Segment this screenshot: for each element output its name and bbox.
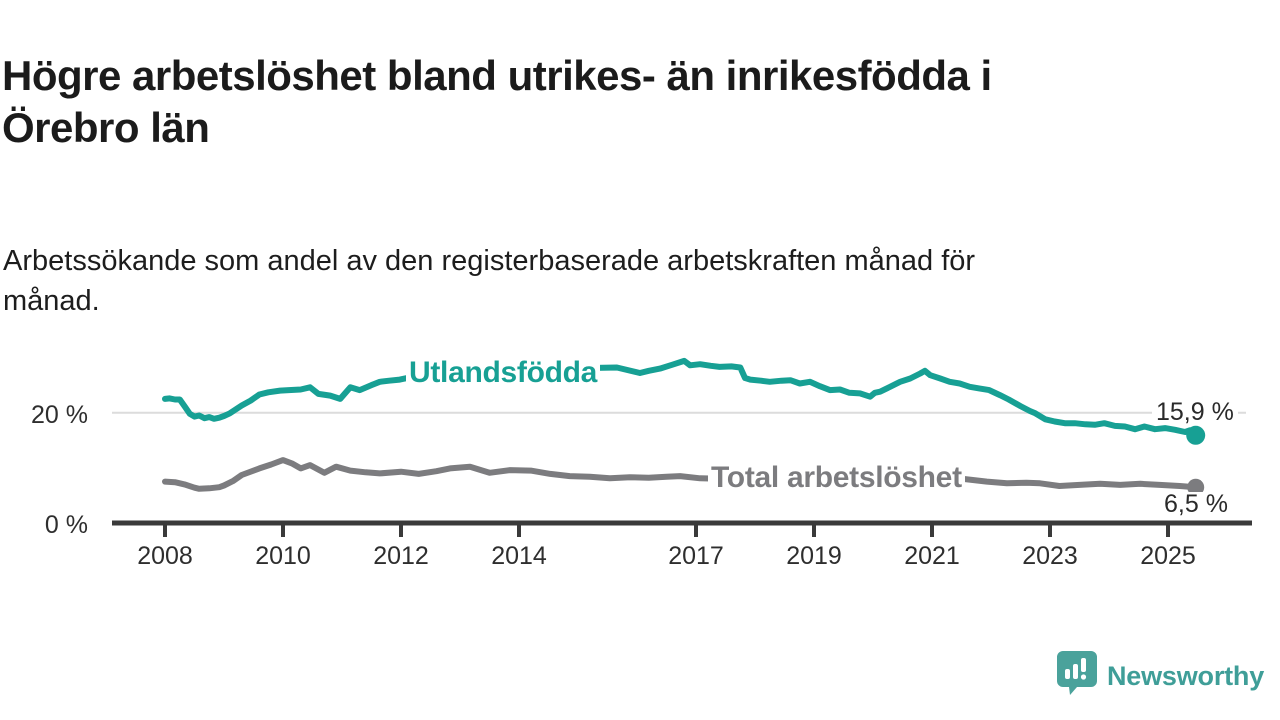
- newsworthy-logo[interactable]: Newsworthy: [1056, 650, 1264, 701]
- total-arbetsloshet-end-dot: [1187, 478, 1205, 496]
- x-tick-label-2021: 2021: [904, 542, 960, 570]
- page-title-line2: Örebro län: [2, 104, 210, 152]
- chart-subtitle-line1: Arbetssökande som andel av den registerb…: [3, 245, 976, 277]
- end-value-label-total: 6,5 %: [1160, 492, 1232, 517]
- x-tick-label-2019: 2019: [786, 542, 842, 570]
- chart-subtitle-line2: månad.: [3, 285, 100, 318]
- series-label-total-arbetsloshet: Total arbetslöshet: [708, 462, 965, 494]
- newsworthy-bubble-chart-icon: [1056, 650, 1098, 701]
- x-tick-label-2012: 2012: [373, 542, 429, 570]
- utlandsfodda-end-dot: [1186, 425, 1206, 445]
- page-title: Högre arbetslöshet bland utrikes- än inr…: [2, 50, 1172, 154]
- x-tick-label-2023: 2023: [1022, 542, 1078, 570]
- y-tick-label-0: 0 %: [44, 511, 88, 539]
- x-tick-label-2017: 2017: [668, 542, 724, 570]
- chart-subtitle: Arbetssökande som andel av den registerb…: [3, 241, 1183, 321]
- end-value-label-utlandsfodda: 15,9 %: [1152, 400, 1238, 425]
- x-tick-label-2025: 2025: [1140, 542, 1196, 570]
- utlandsfodda-line: [162, 357, 1199, 439]
- series-label-utlandsfodda: Utlandsfödda: [406, 357, 601, 389]
- x-tick-label-2008: 2008: [137, 542, 193, 570]
- total-arbetsloshet-line: [162, 457, 1199, 492]
- newsworthy-wordmark: Newsworthy: [1107, 661, 1265, 691]
- y-tick-label-20: 20 %: [31, 400, 88, 429]
- page-title-line1: Högre arbetslöshet bland utrikes- än inr…: [2, 52, 992, 100]
- x-tick-label-2014: 2014: [491, 542, 547, 570]
- x-tick-label-2010: 2010: [255, 542, 311, 570]
